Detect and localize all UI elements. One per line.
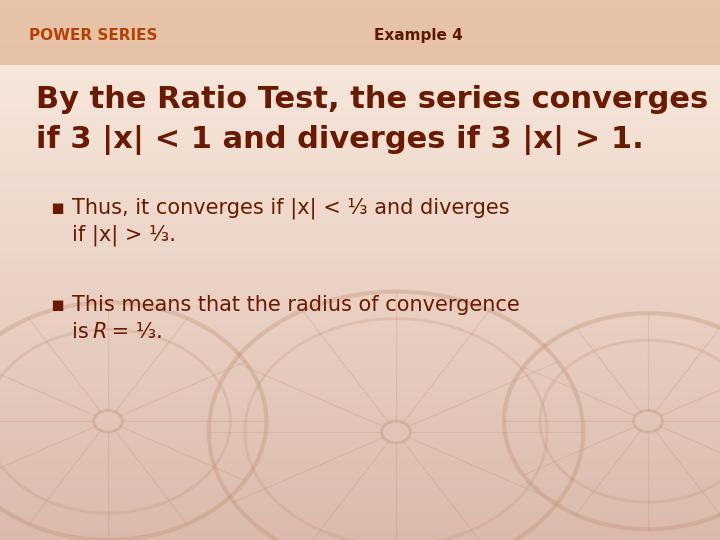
Bar bbox=[0, 54, 720, 63]
Bar bbox=[0, 171, 720, 180]
Text: ▪: ▪ bbox=[50, 198, 65, 218]
Bar bbox=[0, 459, 720, 468]
Bar bbox=[0, 306, 720, 315]
Bar bbox=[0, 162, 720, 171]
Bar bbox=[0, 477, 720, 486]
Bar bbox=[0, 81, 720, 90]
Bar bbox=[0, 360, 720, 369]
Bar bbox=[0, 99, 720, 108]
Bar bbox=[0, 441, 720, 450]
Bar bbox=[0, 0, 720, 65]
Text: is: is bbox=[72, 322, 95, 342]
Text: This means that the radius of convergence: This means that the radius of convergenc… bbox=[72, 295, 520, 315]
Bar bbox=[0, 117, 720, 126]
Bar bbox=[0, 45, 720, 54]
Bar bbox=[0, 198, 720, 207]
Bar bbox=[0, 252, 720, 261]
Bar bbox=[0, 468, 720, 477]
Bar bbox=[0, 9, 720, 18]
Bar bbox=[0, 513, 720, 522]
Bar bbox=[0, 450, 720, 459]
Bar bbox=[0, 261, 720, 270]
Bar bbox=[0, 270, 720, 279]
Bar bbox=[0, 27, 720, 36]
Bar bbox=[0, 108, 720, 117]
Bar bbox=[0, 216, 720, 225]
Bar bbox=[0, 495, 720, 504]
Bar bbox=[0, 18, 720, 27]
Bar bbox=[0, 486, 720, 495]
Bar bbox=[0, 144, 720, 153]
Bar bbox=[0, 342, 720, 351]
Text: Example 4: Example 4 bbox=[374, 28, 463, 43]
Bar bbox=[0, 405, 720, 414]
Bar bbox=[0, 135, 720, 144]
Bar bbox=[0, 315, 720, 324]
Text: Thus, it converges if |x| < ⅓ and diverges: Thus, it converges if |x| < ⅓ and diverg… bbox=[72, 197, 510, 219]
Bar bbox=[0, 207, 720, 216]
Text: POWER SERIES: POWER SERIES bbox=[29, 28, 157, 43]
Bar bbox=[0, 432, 720, 441]
Bar bbox=[0, 90, 720, 99]
Bar bbox=[0, 243, 720, 252]
Bar bbox=[0, 396, 720, 405]
Bar bbox=[0, 297, 720, 306]
Bar bbox=[0, 504, 720, 513]
Bar bbox=[0, 351, 720, 360]
Bar bbox=[0, 369, 720, 378]
Bar bbox=[0, 324, 720, 333]
Bar bbox=[0, 234, 720, 243]
Bar bbox=[0, 36, 720, 45]
Text: R: R bbox=[92, 322, 107, 342]
Bar bbox=[0, 333, 720, 342]
Bar bbox=[0, 72, 720, 81]
Bar bbox=[0, 288, 720, 297]
Bar bbox=[0, 180, 720, 189]
Bar bbox=[0, 153, 720, 162]
Text: if |x| > ⅓.: if |x| > ⅓. bbox=[72, 224, 176, 246]
Text: By the Ratio Test, the series converges: By the Ratio Test, the series converges bbox=[36, 85, 708, 114]
Bar bbox=[0, 126, 720, 135]
Text: if 3 |x| < 1 and diverges if 3 |x| > 1.: if 3 |x| < 1 and diverges if 3 |x| > 1. bbox=[36, 125, 644, 156]
Bar bbox=[0, 522, 720, 531]
Text: ▪: ▪ bbox=[50, 295, 65, 315]
Bar bbox=[0, 63, 720, 72]
Text: = ⅓.: = ⅓. bbox=[105, 322, 163, 342]
Bar bbox=[0, 0, 720, 9]
Bar bbox=[0, 225, 720, 234]
Bar bbox=[0, 378, 720, 387]
Bar bbox=[0, 189, 720, 198]
Bar bbox=[0, 387, 720, 396]
Bar bbox=[0, 531, 720, 540]
Bar bbox=[0, 423, 720, 432]
Bar bbox=[0, 279, 720, 288]
Bar bbox=[0, 414, 720, 423]
